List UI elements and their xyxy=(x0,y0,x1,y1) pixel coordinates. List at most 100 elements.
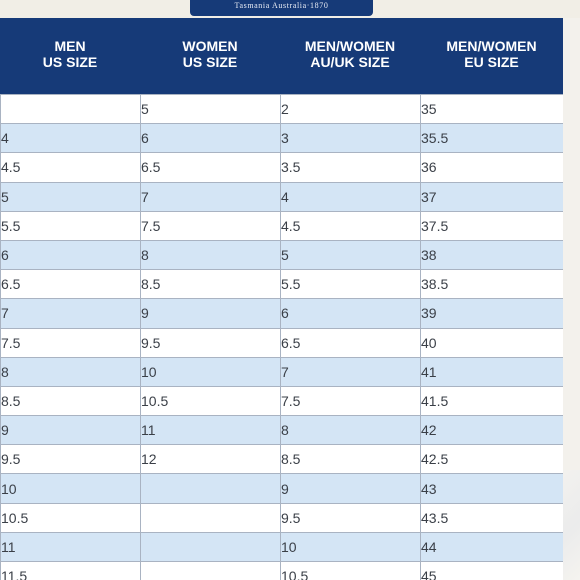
cell-women-us-size: 7 xyxy=(140,181,281,212)
cell-au-uk-size: 7.5 xyxy=(280,385,421,417)
cell-au-uk-size: 5 xyxy=(280,239,421,271)
cell-men-us-size: 11.5 xyxy=(0,560,141,580)
cell-women-us-size: 9 xyxy=(140,298,281,329)
cell-men-us-size: 10.5 xyxy=(0,502,141,533)
cell-eu-size: 36 xyxy=(420,152,563,183)
cell-eu-size: 37 xyxy=(420,181,563,212)
cell-eu-size: 43 xyxy=(420,473,563,504)
cell-men-us-size: 9 xyxy=(0,415,141,446)
cell-eu-size: 41.5 xyxy=(420,385,563,417)
header-women-line1: WOMEN xyxy=(182,38,238,54)
cell-men-us-size: 8.5 xyxy=(0,385,141,417)
cell-women-us-size: 10.5 xyxy=(140,385,281,417)
cell-eu-size: 35 xyxy=(420,93,563,125)
cell-women-us-size: 8.5 xyxy=(140,269,281,300)
cell-women-us-size: 10 xyxy=(140,356,281,387)
cell-eu-size: 39 xyxy=(420,298,563,329)
cell-eu-size: 43.5 xyxy=(420,502,563,533)
table-row: 7.5 9.5 6.5 40 xyxy=(0,327,563,358)
cell-women-us-size xyxy=(140,502,281,533)
table-row: 11 10 44 xyxy=(0,531,563,563)
header-au-uk-line1: MEN/WOMEN xyxy=(304,38,396,54)
table-row: 11.5 10.5 45 xyxy=(0,560,563,580)
cell-men-us-size: 4.5 xyxy=(0,152,141,183)
header-men-line2: US SIZE xyxy=(42,54,98,70)
cell-men-us-size: 8 xyxy=(0,356,141,387)
cell-men-us-size: 6 xyxy=(0,239,141,271)
cell-au-uk-size: 3 xyxy=(280,123,421,154)
cell-men-us-size: 9.5 xyxy=(0,444,141,475)
cell-au-uk-size: 7 xyxy=(280,356,421,387)
cell-women-us-size: 7.5 xyxy=(140,210,281,241)
table-row: 5 2 35 xyxy=(0,93,563,125)
cell-men-us-size: 5 xyxy=(0,181,141,212)
cell-women-us-size: 5 xyxy=(140,93,281,125)
table-row: 4.5 6.5 3.5 36 xyxy=(0,152,563,183)
cell-men-us-size: 4 xyxy=(0,123,141,154)
cell-au-uk-size: 6.5 xyxy=(280,327,421,358)
table-row: 5.5 7.5 4.5 37.5 xyxy=(0,210,563,241)
header-men-line1: MEN xyxy=(54,38,86,54)
cell-eu-size: 41 xyxy=(420,356,563,387)
cell-au-uk-size: 10 xyxy=(280,531,421,563)
cell-men-us-size: 10 xyxy=(0,473,141,504)
cell-au-uk-size: 4 xyxy=(280,181,421,212)
cell-au-uk-size: 4.5 xyxy=(280,210,421,241)
cell-au-uk-size: 9 xyxy=(280,473,421,504)
cell-men-us-size: 5.5 xyxy=(0,210,141,241)
cell-au-uk-size: 3.5 xyxy=(280,152,421,183)
cell-au-uk-size: 10.5 xyxy=(280,560,421,580)
cell-eu-size: 44 xyxy=(420,531,563,563)
cell-eu-size: 45 xyxy=(420,560,563,580)
header-eu-line1: MEN/WOMEN xyxy=(446,38,537,54)
cell-au-uk-size: 8 xyxy=(280,415,421,446)
cell-au-uk-size: 9.5 xyxy=(280,502,421,533)
cell-eu-size: 40 xyxy=(420,327,563,358)
header-women-us-size: WOMEN US SIZE xyxy=(140,38,280,70)
cell-au-uk-size: 8.5 xyxy=(280,444,421,475)
header-eu-size: MEN/WOMEN EU SIZE xyxy=(420,38,563,70)
cell-eu-size: 42.5 xyxy=(420,444,563,475)
header-au-uk-size: MEN/WOMEN AU/UK SIZE xyxy=(280,38,420,70)
table-row: 9 11 8 42 xyxy=(0,415,563,446)
cell-men-us-size: 7.5 xyxy=(0,327,141,358)
background-panel xyxy=(563,18,580,580)
size-table-body: 5 2 35 4 6 3 35.5 4.5 6.5 3.5 36 5 7 4 37 5.5 7.5 4.5 37.5… xyxy=(0,93,563,580)
table-row: 6 8 5 38 xyxy=(0,239,563,271)
size-table: 5 2 35 4 6 3 35.5 4.5 6.5 3.5 36 5 7 4 37 5.5 7.5 4.5 37.5… xyxy=(0,93,563,580)
cell-women-us-size: 11 xyxy=(140,415,281,446)
cell-women-us-size: 6.5 xyxy=(140,152,281,183)
header-women-line2: US SIZE xyxy=(182,54,238,70)
table-row: 4 6 3 35.5 xyxy=(0,123,563,154)
cell-women-us-size xyxy=(140,473,281,504)
header-eu-line2: EU SIZE xyxy=(464,54,519,70)
cell-men-us-size xyxy=(0,93,141,125)
size-chart-header: MEN US SIZE WOMEN US SIZE MEN/WOMEN AU/U… xyxy=(0,18,563,94)
header-men-us-size: MEN US SIZE xyxy=(0,38,140,70)
cell-women-us-size: 6 xyxy=(140,123,281,154)
table-row: 9.5 12 8.5 42.5 xyxy=(0,444,563,475)
table-row: 10 9 43 xyxy=(0,473,563,504)
size-chart: MEN US SIZE WOMEN US SIZE MEN/WOMEN AU/U… xyxy=(0,18,563,580)
table-row: 10.5 9.5 43.5 xyxy=(0,502,563,533)
cell-eu-size: 42 xyxy=(420,415,563,446)
cell-men-us-size: 11 xyxy=(0,531,141,563)
cell-men-us-size: 7 xyxy=(0,298,141,329)
cell-women-us-size xyxy=(140,560,281,580)
cell-eu-size: 35.5 xyxy=(420,123,563,154)
cell-au-uk-size: 6 xyxy=(280,298,421,329)
cell-women-us-size: 12 xyxy=(140,444,281,475)
brand-tab: Tasmania Australia·1870 xyxy=(190,0,373,16)
table-row: 7 9 6 39 xyxy=(0,298,563,329)
table-row: 5 7 4 37 xyxy=(0,181,563,212)
cell-women-us-size: 8 xyxy=(140,239,281,271)
cell-au-uk-size: 5.5 xyxy=(280,269,421,300)
cell-eu-size: 38.5 xyxy=(420,269,563,300)
table-row: 8 10 7 41 xyxy=(0,356,563,387)
header-au-uk-line2: AU/UK SIZE xyxy=(310,54,390,70)
cell-eu-size: 37.5 xyxy=(420,210,563,241)
cell-eu-size: 38 xyxy=(420,239,563,271)
cell-women-us-size xyxy=(140,531,281,563)
table-row: 8.5 10.5 7.5 41.5 xyxy=(0,385,563,417)
brand-tagline: Tasmania Australia·1870 xyxy=(234,1,329,10)
